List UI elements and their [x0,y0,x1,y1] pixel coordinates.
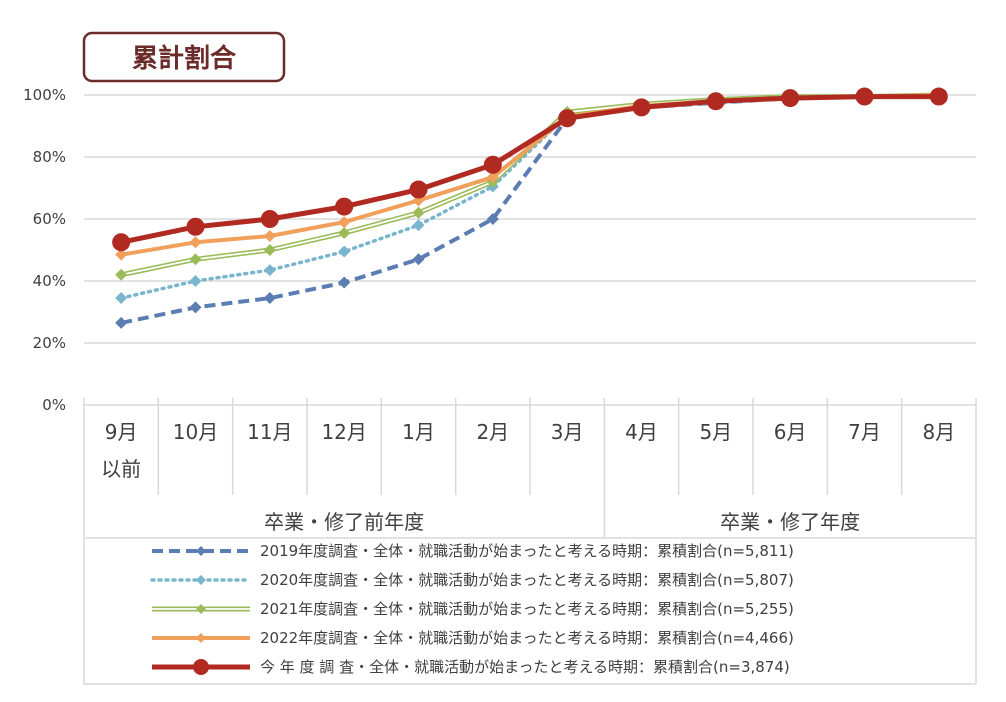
y-tick-label: 20% [33,334,66,352]
series-line [120,92,939,278]
legend-item: 2020年度調査・全体・就職活動が始まったと考える時期：累積割合(n=5,807… [150,571,794,589]
y-tick-label: 80% [33,148,66,166]
y-tick-label: 60% [33,210,66,228]
data-point [558,109,577,128]
data-point [115,248,128,261]
data-point [929,87,948,106]
data-point [486,213,499,225]
chart-title-box: 累計割合 [82,31,286,83]
data-point [189,236,202,249]
x-tick-label: 3月 [551,420,584,444]
data-point [112,233,131,252]
data-point [335,197,354,216]
series-line [120,94,939,245]
legend-label: 2021年度調査・全体・就職活動が始まったと考える時期：累積割合(n=5,255… [260,600,794,618]
y-tick-label: 0% [42,396,66,414]
series-2 [115,89,945,305]
group-label: 卒業・修了年度 [720,510,860,534]
series-line [119,93,941,300]
legend-label: 2020年度調査・全体・就職活動が始まったと考える時期：累積割合(n=5,807… [260,571,794,589]
legend-item: 2021年度調査・全体・就職活動が始まったと考える時期：累積割合(n=5,255… [152,600,794,618]
x-tick-label: 2月 [476,420,509,444]
data-point [189,275,202,287]
series-line [120,93,939,257]
data-point [115,292,128,305]
data-point [412,253,425,266]
x-tick-label: 6月 [774,420,807,444]
data-point [186,217,205,236]
data-point [412,206,425,219]
x-tick-label: 11月 [247,420,292,444]
x-tick-label: 4月 [625,420,658,444]
data-point [855,87,874,106]
data-point [263,292,276,305]
y-tick-label: 100% [23,86,66,104]
series-layer [112,87,948,329]
data-point [338,226,351,239]
data-point [706,92,725,111]
data-point [196,546,206,556]
data-point [412,219,425,232]
data-point [263,264,276,277]
data-point [632,98,651,117]
chart-title-frame [82,31,286,83]
x-tick-label: 10月 [173,420,218,444]
x-tick-label: 以前 [101,457,141,481]
x-tick-label: 12月 [321,420,366,444]
data-point [338,216,351,229]
series-line [120,93,939,325]
series-3 [115,89,945,281]
data-point [115,316,128,329]
data-point [196,604,206,614]
series-5 [112,87,948,252]
data-point [486,171,499,184]
chart-title: 累計割合 [132,43,237,74]
legend-item: 今 年 度 調 査・全体・就職活動が始まったと考える時期：累積割合(n=3,87… [152,658,790,676]
legend-item: 2022年度調査・全体・就職活動が始まったと考える時期：累積割合(n=4,466… [152,629,794,647]
legend-label: 2019年度調査・全体・就職活動が始まったと考える時期：累積割合(n=5,811… [260,542,794,560]
data-point [483,155,502,174]
legend: 2019年度調査・全体・就職活動が始まったと考える時期：累積割合(n=5,811… [150,542,794,676]
series-4 [115,89,945,261]
legend-label: 今 年 度 調 査・全体・就職活動が始まったと考える時期：累積割合(n=3,87… [260,658,790,676]
data-point [338,245,351,258]
legend-label: 2022年度調査・全体・就職活動が始まったと考える時期：累積割合(n=4,466… [260,629,794,647]
data-point [781,89,800,108]
data-point [196,633,206,643]
group-label: 卒業・修了前年度 [264,510,424,534]
x-tick-label: 7月 [848,420,881,444]
series-line-inner [121,94,939,276]
data-point [409,180,428,199]
x-tick-label: 1月 [402,420,435,444]
data-point [260,210,279,228]
data-point [196,575,206,585]
data-point [115,268,128,281]
x-tick-label: 9月 [105,420,138,444]
data-point [263,230,276,243]
data-point [189,253,202,266]
grid-layer: 0% 20% 40% 60% 80% 100% [23,86,976,414]
data-point [189,301,202,314]
legend-item: 2019年度調査・全体・就職活動が始まったと考える時期：累積割合(n=5,811… [152,542,794,560]
data-point [338,276,351,289]
data-point [193,659,209,675]
x-tick-label: 5月 [699,420,732,444]
data-point [263,244,276,256]
y-tick-label: 40% [33,272,66,290]
x-tick-label: 8月 [922,420,955,444]
series-1 [115,89,945,329]
